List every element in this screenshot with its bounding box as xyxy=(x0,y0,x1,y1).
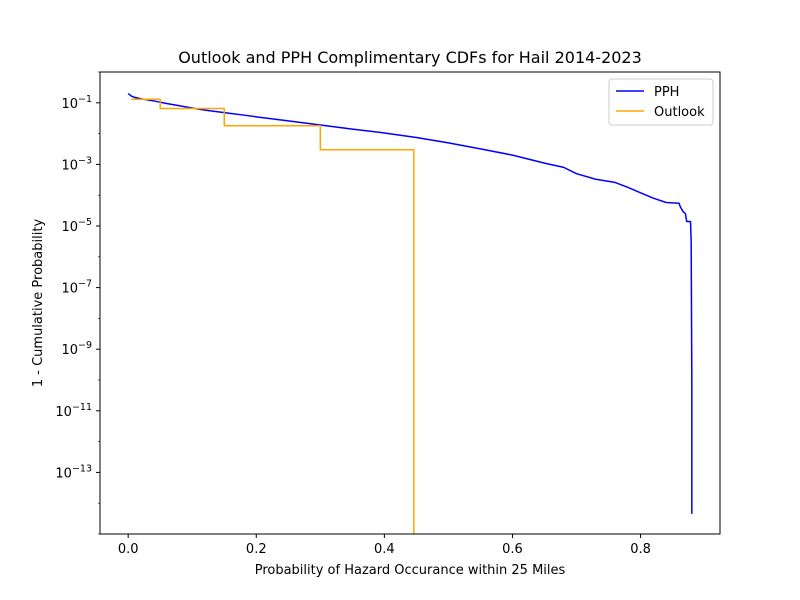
y-tick-label: 10−3 xyxy=(61,155,92,173)
legend: PPH Outlook xyxy=(608,78,714,126)
y-tick-label: 10−1 xyxy=(61,94,92,112)
x-tick-label: 0.4 xyxy=(374,542,395,557)
y-tick-label: 10−7 xyxy=(61,279,92,297)
y-axis-label: 1 - Cumulative Probability xyxy=(31,219,46,388)
y-tick-label: 10−9 xyxy=(61,340,92,358)
series-line-outlook xyxy=(131,98,415,534)
x-tick-label: 0.8 xyxy=(630,542,651,557)
legend-label-pph: PPH xyxy=(654,85,679,100)
plot-area-frame xyxy=(99,71,721,535)
x-axis: 0.0 0.2 0.4 0.6 0.8 xyxy=(118,534,651,557)
y-axis: 10−13 10−11 10−9 10−7 10−5 10−3 10−1 xyxy=(55,71,100,535)
y-tick-label: 10−5 xyxy=(61,217,92,235)
series-line-pph xyxy=(127,92,693,514)
x-tick-label: 0.2 xyxy=(246,542,267,557)
x-tick-label: 0.0 xyxy=(118,542,139,557)
y-tick-label: 10−11 xyxy=(55,402,92,420)
x-tick-label: 0.6 xyxy=(502,542,523,557)
legend-label-outlook: Outlook xyxy=(654,105,705,120)
x-axis-label: Probability of Hazard Occurance within 2… xyxy=(255,563,566,578)
series-layer xyxy=(127,92,693,534)
chart-title: Outlook and PPH Complimentary CDFs for H… xyxy=(178,48,642,67)
y-tick-label: 10−13 xyxy=(55,463,92,481)
